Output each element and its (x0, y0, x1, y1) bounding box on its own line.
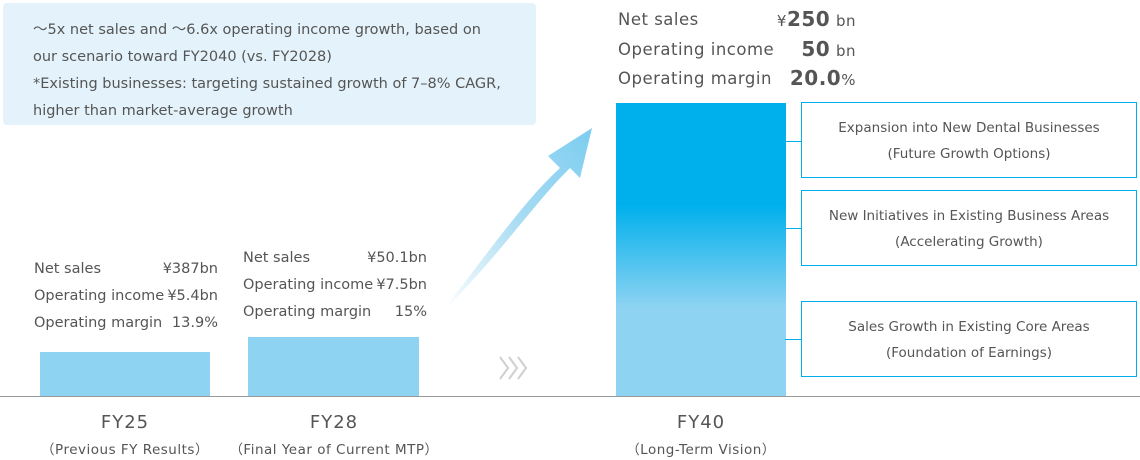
metric-value: ¥50.1bn (367, 250, 427, 266)
arrow-up-right-icon (442, 128, 592, 312)
metric-label: Net sales (34, 261, 102, 277)
metric-label: Operating income (618, 39, 775, 59)
note-line: our scenario toward FY2040 (vs. FY2028) (33, 49, 332, 65)
metric-label: Net sales (618, 10, 699, 29)
metric-value: 250 (786, 7, 831, 31)
baseline (0, 396, 1140, 397)
fy28-label: FY28 (309, 412, 359, 433)
box-subtitle: (Future Growth Options) (887, 146, 1051, 162)
metric-label: Operating margin (34, 315, 163, 331)
box-subtitle: (Accelerating Growth) (895, 234, 1043, 250)
metric-label: Operating income (34, 288, 165, 304)
metric-value: 15% (394, 304, 427, 320)
fy25-label: FY25 (100, 412, 150, 433)
metric-value: ¥5.4bn (167, 288, 218, 304)
note-line: ～5x net sales and ～6.6x operating income… (33, 22, 481, 38)
unit: % (841, 71, 856, 89)
connector (785, 339, 801, 340)
fy40-label: FY40 (676, 412, 726, 433)
summary-note: ～5x net sales and ～6.6x operating income… (3, 3, 536, 125)
growth-driver-box: New Initiatives in Existing Business Are… (801, 190, 1137, 266)
fy40-metrics: Net sales ¥250 bn Operating income 50 bn O… (618, 6, 856, 95)
metric-value: 20.0 (789, 66, 842, 90)
fy40-sublabel: （Long-Term Vision） (626, 442, 776, 458)
metric-value: 13.9% (171, 315, 218, 331)
metric-label: Operating margin (243, 304, 372, 320)
fy40-bar (616, 103, 786, 396)
metric-value: ¥7.5bn (376, 277, 427, 293)
metric-value: ¥387bn (162, 261, 218, 277)
growth-driver-box: Sales Growth in Existing Core Areas (Foun… (801, 301, 1137, 377)
metric-label: Net sales (243, 250, 311, 266)
connector (785, 228, 801, 229)
box-subtitle: (Foundation of Earnings) (885, 345, 1053, 361)
fy28-bar (248, 337, 419, 396)
box-title: Expansion into New Dental Businesses (838, 120, 1100, 136)
currency: ¥ (776, 12, 787, 30)
fy28-metrics: Net sales ¥50.1bn Operating income ¥7.5bn … (243, 245, 427, 326)
metric-label: Operating income (243, 277, 374, 293)
fy25-sublabel: （Previous FY Results） (41, 442, 209, 458)
growth-driver-box: Expansion into New Dental Businesses (Fut… (801, 102, 1137, 178)
note-line: *Existing businesses: targeting sustaine… (33, 76, 501, 92)
metric-value: 50 (801, 36, 831, 61)
box-title: Sales Growth in Existing Core Areas (848, 319, 1090, 335)
box-title: New Initiatives in Existing Business Are… (828, 208, 1110, 224)
unit: bn (835, 41, 856, 60)
fy25-metrics: Net sales ¥387bn Operating income ¥5.4bn O… (34, 256, 218, 337)
metric-label: Operating margin (618, 69, 772, 88)
fy28-sublabel: （Final Year of Current MTP） (229, 442, 439, 458)
fy25-bar (40, 352, 210, 396)
connector (785, 141, 801, 142)
unit: bn (835, 12, 856, 30)
chevrons-right-icon (499, 356, 528, 380)
note-line: higher than market-average growth (33, 103, 293, 119)
